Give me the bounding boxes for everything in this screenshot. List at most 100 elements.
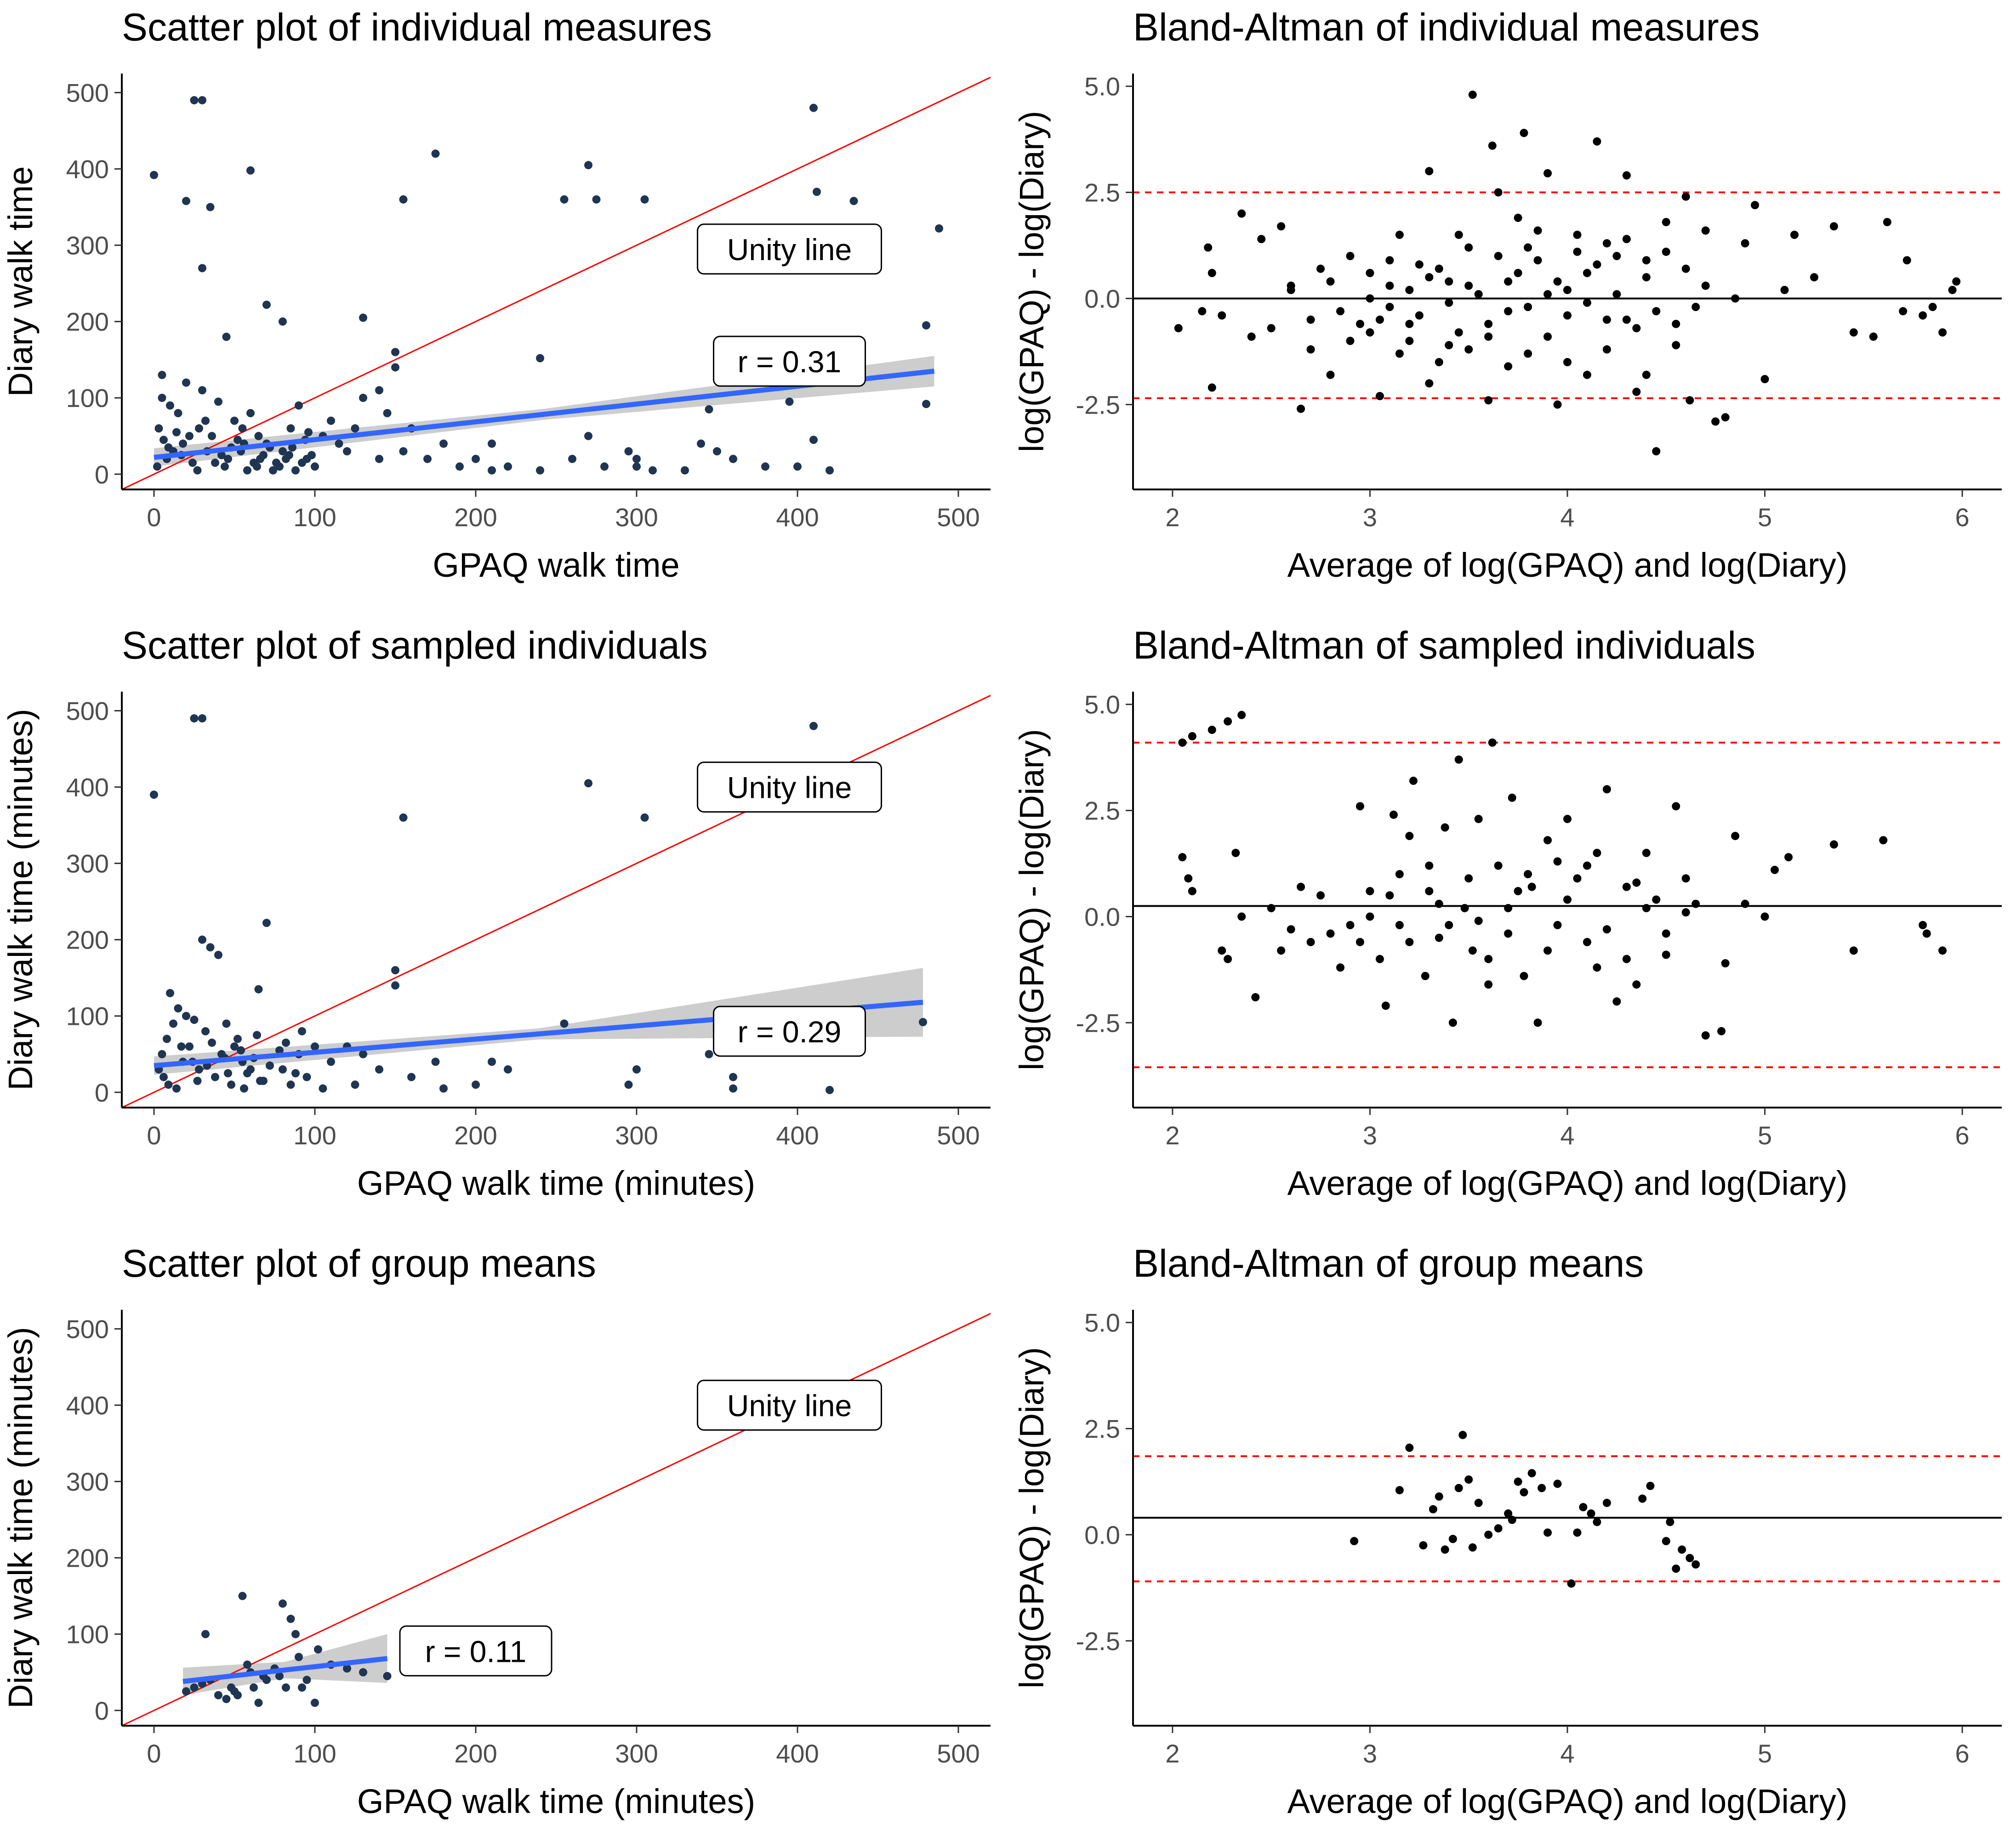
- data-point: [1602, 785, 1611, 794]
- data-point: [1468, 91, 1477, 99]
- y-tick-label: 300: [66, 231, 109, 260]
- data-point: [233, 1691, 242, 1700]
- data-point: [298, 1683, 306, 1692]
- data-point: [785, 398, 794, 406]
- data-point: [600, 462, 609, 471]
- x-tick-label: 3: [1363, 1739, 1377, 1768]
- x-tick-label: 3: [1363, 503, 1377, 532]
- data-point: [536, 354, 544, 363]
- data-point: [254, 1699, 263, 1707]
- data-point: [185, 1042, 194, 1051]
- data-point: [1583, 861, 1591, 870]
- data-point: [1405, 831, 1414, 840]
- data-point: [1504, 277, 1513, 286]
- data-point: [319, 1084, 327, 1093]
- data-point: [1504, 362, 1513, 371]
- data-point: [1504, 904, 1513, 912]
- plot-area: [122, 1313, 991, 1726]
- data-point: [1553, 857, 1562, 866]
- data-point: [423, 455, 432, 463]
- unity-line: [122, 1313, 991, 1726]
- unity-line-label-box: [697, 762, 882, 813]
- data-point: [1553, 400, 1562, 409]
- data-point: [1573, 247, 1582, 256]
- data-point: [1224, 955, 1232, 963]
- data-point: [279, 447, 287, 455]
- data-point: [697, 439, 705, 448]
- data-point: [1316, 264, 1325, 273]
- data-point: [1474, 290, 1483, 299]
- data-point: [182, 1687, 190, 1696]
- data-point: [1326, 277, 1335, 286]
- data-point: [343, 1664, 351, 1673]
- data-point: [182, 197, 190, 205]
- data-point: [1662, 929, 1670, 938]
- data-point: [1488, 738, 1497, 747]
- y-tick-label: 0: [95, 460, 109, 489]
- data-point: [190, 96, 199, 105]
- data-point: [729, 455, 737, 463]
- data-point: [1583, 938, 1591, 946]
- data-point: [713, 447, 721, 455]
- data-point: [1415, 311, 1424, 320]
- x-tick-label: 0: [147, 503, 161, 532]
- data-point: [1385, 281, 1394, 290]
- x-axis-label: Average of log(GPAQ) and log(Diary): [1287, 1164, 1848, 1202]
- data-point: [1355, 319, 1364, 328]
- data-point: [359, 1668, 367, 1677]
- data-point: [1602, 315, 1611, 324]
- data-point: [1514, 1478, 1522, 1486]
- y-tick-label: 2.5: [1084, 1415, 1120, 1444]
- data-point: [1484, 332, 1493, 341]
- data-point: [351, 424, 359, 433]
- data-point: [1642, 848, 1651, 857]
- data-point: [304, 428, 313, 437]
- data-point: [269, 466, 277, 475]
- data-point: [391, 348, 399, 357]
- y-tick-label: 500: [66, 697, 109, 726]
- chart-panel-scatter-group: Scatter plot of group means Unity line r =…: [1, 1242, 991, 1820]
- data-point: [1527, 882, 1536, 891]
- x-tick-label: 400: [776, 1121, 819, 1150]
- regression-line: [182, 1656, 388, 1684]
- unity-line-label-box: [697, 1380, 882, 1431]
- data-point: [1879, 836, 1888, 845]
- data-point: [230, 416, 239, 425]
- correlation-label: r = 0.31: [738, 345, 842, 379]
- data-point: [439, 439, 448, 448]
- data-point: [624, 1080, 633, 1089]
- chart-title: Bland-Altman of individual measures: [1133, 6, 1760, 49]
- chart-title: Scatter plot of group means: [122, 1242, 596, 1285]
- data-point: [195, 1065, 203, 1074]
- data-point: [1454, 1484, 1463, 1492]
- data-point: [1204, 243, 1213, 252]
- data-point: [1662, 950, 1670, 959]
- data-point: [1731, 831, 1740, 840]
- data-point: [295, 1653, 303, 1661]
- data-point: [1686, 396, 1694, 405]
- data-point: [253, 1031, 261, 1040]
- data-point: [1405, 336, 1414, 345]
- data-point: [1306, 345, 1315, 354]
- data-point: [391, 981, 399, 990]
- data-point: [1952, 277, 1961, 286]
- data-point: [1553, 277, 1562, 286]
- data-point: [1421, 972, 1429, 980]
- data-point: [1277, 222, 1286, 231]
- data-point: [1468, 946, 1477, 955]
- data-point: [1188, 732, 1196, 740]
- data-point: [1514, 887, 1522, 896]
- data-point: [1612, 252, 1621, 261]
- data-point: [1573, 1528, 1582, 1537]
- unity-line: [122, 694, 991, 1108]
- data-point: [206, 203, 215, 211]
- data-point: [809, 722, 818, 730]
- data-point: [1445, 341, 1453, 350]
- data-point: [1405, 1444, 1414, 1452]
- data-point: [1922, 929, 1931, 938]
- data-point: [253, 462, 261, 471]
- data-point: [221, 462, 229, 471]
- plot-area: [122, 76, 991, 489]
- data-point: [431, 149, 440, 158]
- data-point: [1573, 230, 1582, 239]
